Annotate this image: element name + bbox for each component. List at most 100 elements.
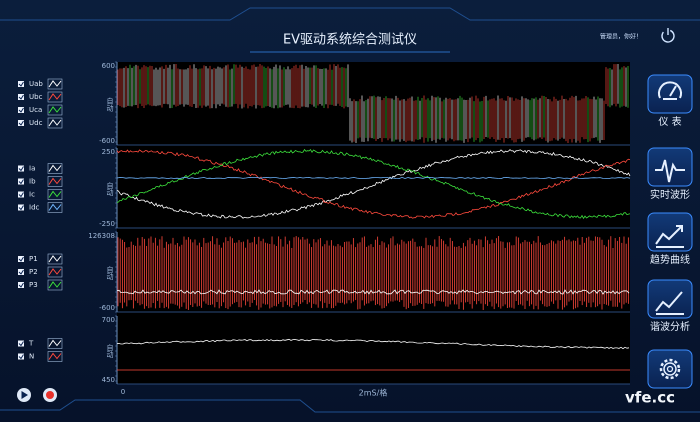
title: EV驱动系统综合测试仪 xyxy=(283,33,417,48)
waveform xyxy=(116,338,630,350)
y-max-label: 250 xyxy=(102,148,115,156)
scale-mode: 自动 xyxy=(106,343,114,359)
checkbox xyxy=(18,191,24,198)
signal-color-icon xyxy=(48,190,62,198)
footer-frame xyxy=(0,399,700,413)
waveform xyxy=(116,289,630,295)
settings-button[interactable] xyxy=(647,349,693,389)
scale-mode: 自动 xyxy=(106,181,114,197)
header-frame xyxy=(0,7,700,21)
nav-label: 实时波形 xyxy=(650,188,690,201)
nav-icon xyxy=(655,291,684,315)
checkbox xyxy=(18,107,24,113)
checkbox xyxy=(18,81,24,87)
signal-color-box xyxy=(47,189,63,200)
signal-toggle[interactable]: P1 xyxy=(18,253,63,265)
signal-color-box xyxy=(47,338,63,349)
nav-icon xyxy=(655,159,685,183)
y-max-label: 700 xyxy=(102,316,115,324)
checkmark xyxy=(18,81,24,87)
record-button[interactable] xyxy=(43,388,57,402)
checkmark xyxy=(18,166,24,172)
signal-toggle[interactable]: Idc xyxy=(18,202,63,213)
nav-button[interactable]: 谐波分析 xyxy=(647,279,693,333)
checkbox xyxy=(18,94,24,100)
y-min-label: -600 xyxy=(99,304,115,312)
signal-color-box xyxy=(47,351,63,362)
signal-color-icon xyxy=(48,352,62,360)
nav-button[interactable]: 仪 表 xyxy=(647,74,693,128)
nav-icon-frame xyxy=(647,212,693,252)
signal-name: Udc xyxy=(29,119,43,127)
play-button[interactable] xyxy=(17,388,31,402)
signal-name: Uca xyxy=(29,106,42,114)
waveform xyxy=(116,149,631,219)
checkmark xyxy=(18,94,24,100)
signal-name: Ubc xyxy=(29,93,43,101)
greeting: 管理员，你好！ xyxy=(600,33,642,41)
y-max-label: 126308 xyxy=(88,232,115,240)
checkmark xyxy=(18,282,24,288)
signal-name: Ib xyxy=(29,178,36,186)
signal-color-icon xyxy=(48,339,62,347)
nav-icon-frame xyxy=(647,279,693,319)
signal-color-icon xyxy=(48,281,62,289)
nav-label: 仪 表 xyxy=(658,115,681,128)
checkmark xyxy=(18,205,24,211)
signal-toggle[interactable]: Ubc xyxy=(18,91,63,103)
signal-name: P1 xyxy=(29,255,38,263)
signal-color-icon xyxy=(48,119,62,127)
signal-toggle[interactable]: Ia xyxy=(18,163,63,174)
signal-color-icon xyxy=(48,255,62,263)
checkmark xyxy=(18,120,24,126)
nav-icon xyxy=(655,225,684,248)
y-min-label: -250 xyxy=(99,220,115,228)
signal-color-box xyxy=(47,266,63,278)
checkbox xyxy=(18,165,24,172)
signal-toggle[interactable]: Ib xyxy=(18,176,63,187)
checkmark xyxy=(18,107,24,113)
signal-name: Uab xyxy=(29,80,43,88)
waveform xyxy=(116,176,631,180)
nav-button[interactable]: 实时波形 xyxy=(647,147,693,201)
signal-toggle[interactable]: Ic xyxy=(18,189,63,200)
signal-color-icon xyxy=(48,203,62,211)
signal-name: P2 xyxy=(29,268,38,276)
checkbox xyxy=(18,269,24,275)
checkbox xyxy=(18,353,24,360)
nav-icon-frame xyxy=(647,74,693,114)
signal-color-box xyxy=(47,78,63,90)
nav-button[interactable]: 趋势曲线 xyxy=(647,212,693,266)
signal-toggle[interactable]: Udc xyxy=(18,117,63,129)
x-start: 0 xyxy=(121,388,125,396)
x-unit: 2mS/格 xyxy=(359,388,388,398)
checkbox xyxy=(18,178,24,185)
signal-toggle[interactable]: P3 xyxy=(18,279,63,291)
checkmark xyxy=(18,341,24,347)
signal-toggle[interactable]: Uca xyxy=(18,104,63,116)
signal-color-icon xyxy=(48,164,62,172)
checkbox xyxy=(18,256,24,262)
waveform xyxy=(116,149,631,219)
watermark: vfe.cc xyxy=(625,389,675,407)
checkbox xyxy=(18,204,24,211)
checkbox xyxy=(18,282,24,288)
y-max-label: 600 xyxy=(102,62,115,70)
signal-toggle[interactable]: T xyxy=(18,338,63,349)
signal-name: P3 xyxy=(29,281,38,289)
signal-name: Ia xyxy=(29,165,35,173)
checkbox xyxy=(18,340,24,347)
signal-toggle[interactable]: N xyxy=(18,351,63,362)
signal-toggle[interactable]: Uab xyxy=(18,78,63,90)
signal-color-box xyxy=(47,91,63,103)
signal-toggle[interactable]: P2 xyxy=(18,266,63,278)
signal-color-icon xyxy=(48,80,62,88)
signal-color-box xyxy=(47,104,63,116)
nav-label: 趋势曲线 xyxy=(650,253,690,266)
signal-name: N xyxy=(29,353,34,361)
checkmark xyxy=(18,192,24,198)
signal-color-icon xyxy=(48,106,62,114)
signal-color-icon xyxy=(48,93,62,101)
plot-area xyxy=(117,62,630,384)
